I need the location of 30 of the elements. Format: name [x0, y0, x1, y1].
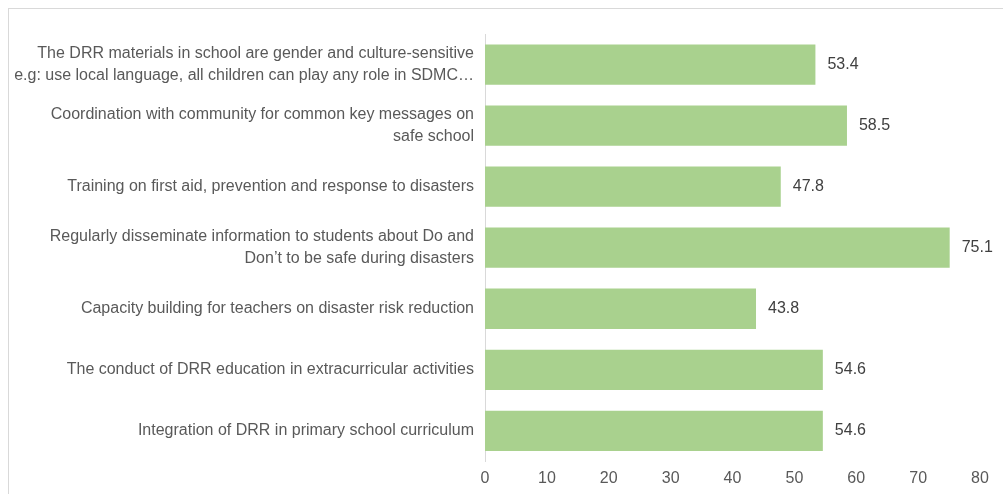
data-label: 54.6: [834, 421, 867, 439]
y-tick-label: The conduct of DRR education in extracurricular activities: [66, 360, 474, 378]
bar: [485, 44, 816, 85]
bar: [485, 288, 757, 329]
x-tick-label: 20: [599, 469, 618, 487]
y-tick-label: Integration of DRR in primary school curriculum: [137, 421, 474, 439]
x-tick-label: 10: [537, 469, 556, 487]
data-label: 58.5: [858, 115, 891, 133]
data-label: 47.8: [792, 177, 824, 195]
y-tick-label: Coordination with community for common key messages on safe school: [50, 105, 474, 144]
x-tick-label: 60: [847, 469, 866, 487]
y-tick-label: The DRR materials in school are gender and culture-sensitive e.g: use local language, all children can play any role in SDMC…: [14, 44, 475, 83]
bar: [485, 105, 847, 146]
y-tick-label: Training on first aid, prevention and response to disasters: [67, 177, 474, 195]
x-tick-label: 70: [909, 469, 928, 487]
x-tick-label: 50: [785, 469, 804, 487]
x-tick-label: 40: [723, 469, 742, 487]
bar: [485, 227, 950, 268]
x-tick-label: 0: [480, 469, 490, 487]
x-tick-label: 80: [971, 469, 989, 487]
data-label: 43.8: [768, 299, 800, 317]
x-tick-label: 30: [661, 469, 680, 487]
bar: [485, 166, 781, 207]
bar: [485, 349, 823, 390]
data-label: 75.1: [961, 238, 993, 256]
data-label: 54.6: [834, 360, 867, 378]
y-tick-label: Regularly disseminate information to students about Do and Don’t to be safe during disasters: [49, 227, 474, 266]
bar: [485, 410, 823, 452]
data-label: 53.4: [827, 54, 859, 72]
y-tick-label: Capacity building for teachers on disaster risk reduction: [80, 299, 474, 317]
